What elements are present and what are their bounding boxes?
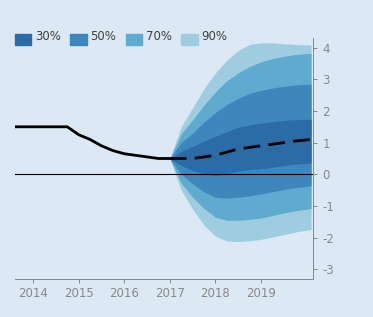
Legend: 30%, 50%, 70%, 90%: 30%, 50%, 70%, 90% [15, 33, 227, 46]
